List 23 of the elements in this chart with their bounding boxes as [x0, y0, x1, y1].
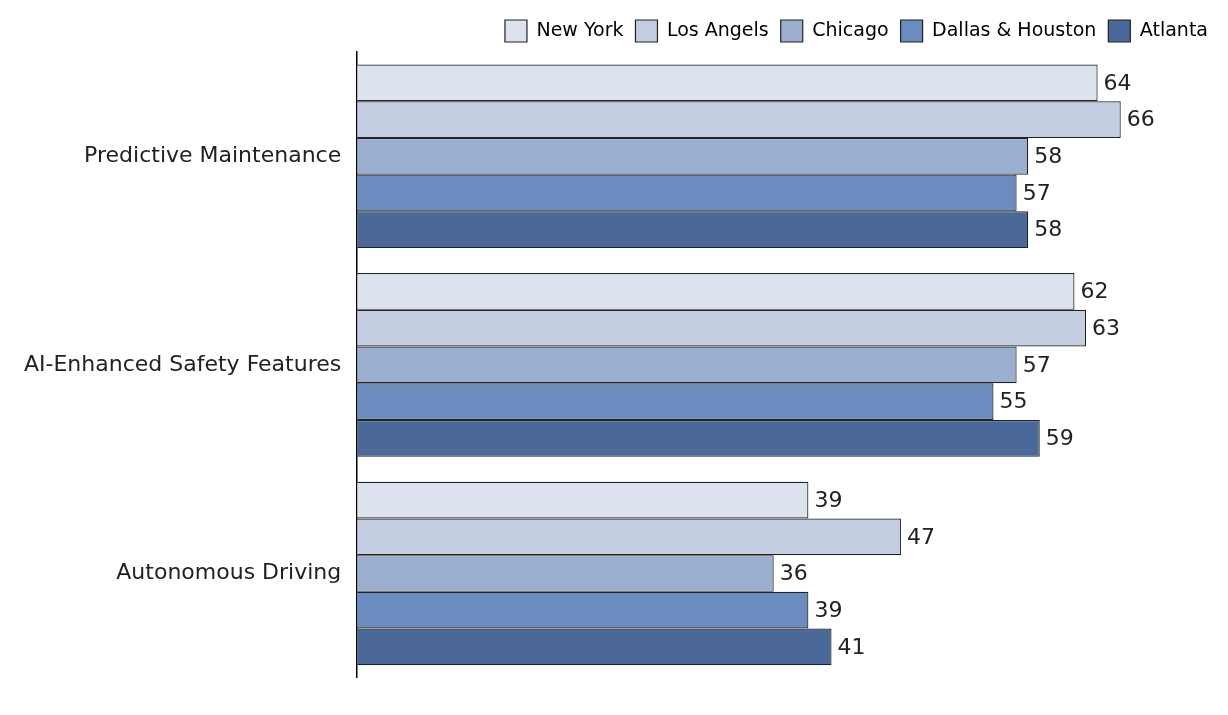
legend-label: Dallas & Houston [932, 17, 1097, 40]
legend-label: Los Angels [666, 17, 769, 40]
data-label: 39 [814, 486, 843, 512]
data-label: 63 [1092, 314, 1121, 340]
data-label: 58 [1034, 143, 1063, 169]
data-label: 66 [1126, 106, 1155, 132]
data-label: 55 [999, 388, 1028, 414]
data-label: 57 [1022, 351, 1051, 377]
data-label: 62 [1080, 278, 1109, 304]
data-label: 47 [906, 523, 935, 549]
y-tick-label: AI-Enhanced Safety Features [23, 350, 342, 376]
legend-label: Chicago [812, 17, 889, 40]
data-label: 41 [837, 633, 866, 659]
data-label: 57 [1022, 179, 1051, 205]
y-tick-label: Predictive Maintenance [84, 142, 342, 168]
data-label: 58 [1034, 216, 1063, 242]
legend-label: New York [536, 17, 624, 40]
y-tick-label: Autonomous Driving [116, 559, 342, 585]
data-label: 64 [1103, 69, 1132, 95]
data-label: 39 [814, 596, 843, 622]
data-label: 59 [1045, 425, 1074, 451]
legend-label: Atlanta [1139, 17, 1208, 40]
data-label: 36 [779, 560, 808, 586]
